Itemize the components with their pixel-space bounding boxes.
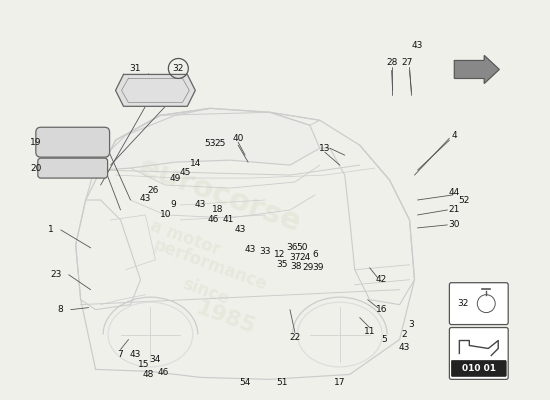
Text: 25: 25 (214, 139, 226, 148)
Text: 12: 12 (274, 250, 285, 259)
Text: 46: 46 (207, 216, 219, 224)
Text: 17: 17 (334, 378, 345, 387)
Text: 33: 33 (259, 247, 271, 256)
Text: 43: 43 (399, 343, 410, 352)
Text: 7: 7 (118, 350, 123, 359)
Text: a motor: a motor (148, 217, 223, 259)
Text: 35: 35 (276, 260, 288, 269)
Text: 32: 32 (458, 299, 469, 308)
Text: 54: 54 (239, 378, 251, 387)
Text: 40: 40 (233, 134, 244, 143)
Text: 37: 37 (289, 253, 301, 262)
Text: 26: 26 (148, 186, 159, 194)
Text: 49: 49 (169, 174, 181, 182)
Text: 10: 10 (160, 210, 171, 220)
Text: 43: 43 (234, 225, 246, 234)
Polygon shape (101, 108, 320, 170)
FancyBboxPatch shape (449, 328, 508, 379)
FancyBboxPatch shape (38, 158, 108, 178)
Text: 14: 14 (190, 159, 201, 168)
Text: since: since (179, 275, 231, 308)
Text: 42: 42 (376, 275, 387, 284)
Text: 21: 21 (449, 206, 460, 214)
Text: 11: 11 (364, 327, 376, 336)
FancyBboxPatch shape (36, 127, 109, 157)
Text: 46: 46 (158, 368, 169, 377)
Text: 23: 23 (50, 270, 62, 279)
Text: 13: 13 (319, 144, 331, 153)
Text: 51: 51 (276, 378, 288, 387)
Text: 31: 31 (130, 64, 141, 73)
Text: 52: 52 (459, 196, 470, 204)
Text: 1: 1 (48, 225, 54, 234)
Text: 30: 30 (449, 220, 460, 230)
Text: 38: 38 (290, 262, 302, 271)
Text: 48: 48 (143, 370, 154, 379)
Text: 39: 39 (312, 263, 323, 272)
Text: 15: 15 (138, 360, 149, 369)
Text: 16: 16 (376, 305, 387, 314)
Text: 53: 53 (205, 139, 216, 148)
FancyBboxPatch shape (449, 283, 508, 324)
Text: 43: 43 (195, 200, 206, 210)
Text: 22: 22 (289, 333, 300, 342)
Text: 34: 34 (150, 355, 161, 364)
Text: 010 01: 010 01 (462, 364, 496, 373)
Text: 18: 18 (212, 206, 224, 214)
Text: 8: 8 (58, 305, 64, 314)
Text: 1985: 1985 (192, 298, 257, 338)
Text: 41: 41 (223, 216, 234, 224)
Text: 6: 6 (312, 250, 318, 259)
Text: 27: 27 (402, 58, 413, 67)
Polygon shape (116, 74, 195, 106)
Text: 2: 2 (402, 330, 408, 339)
Polygon shape (454, 56, 499, 84)
Text: 9: 9 (170, 200, 176, 210)
Text: 50: 50 (296, 243, 307, 252)
Text: eurocorse: eurocorse (135, 152, 305, 238)
Text: 24: 24 (299, 253, 311, 262)
Text: 43: 43 (244, 245, 256, 254)
Text: 4: 4 (452, 131, 457, 140)
Text: 3: 3 (409, 320, 414, 329)
Text: 19: 19 (30, 138, 42, 147)
Text: 43: 43 (140, 194, 151, 202)
Text: 29: 29 (302, 263, 314, 272)
Text: 28: 28 (386, 58, 397, 67)
Text: 43: 43 (130, 350, 141, 359)
Text: 5: 5 (382, 335, 388, 344)
Text: 44: 44 (449, 188, 460, 196)
Text: performance: performance (151, 236, 270, 294)
Text: 45: 45 (180, 168, 191, 176)
Text: 32: 32 (173, 64, 184, 73)
Text: 20: 20 (30, 164, 41, 173)
Text: 36: 36 (286, 243, 298, 252)
FancyBboxPatch shape (452, 360, 506, 376)
Text: 43: 43 (412, 41, 423, 50)
